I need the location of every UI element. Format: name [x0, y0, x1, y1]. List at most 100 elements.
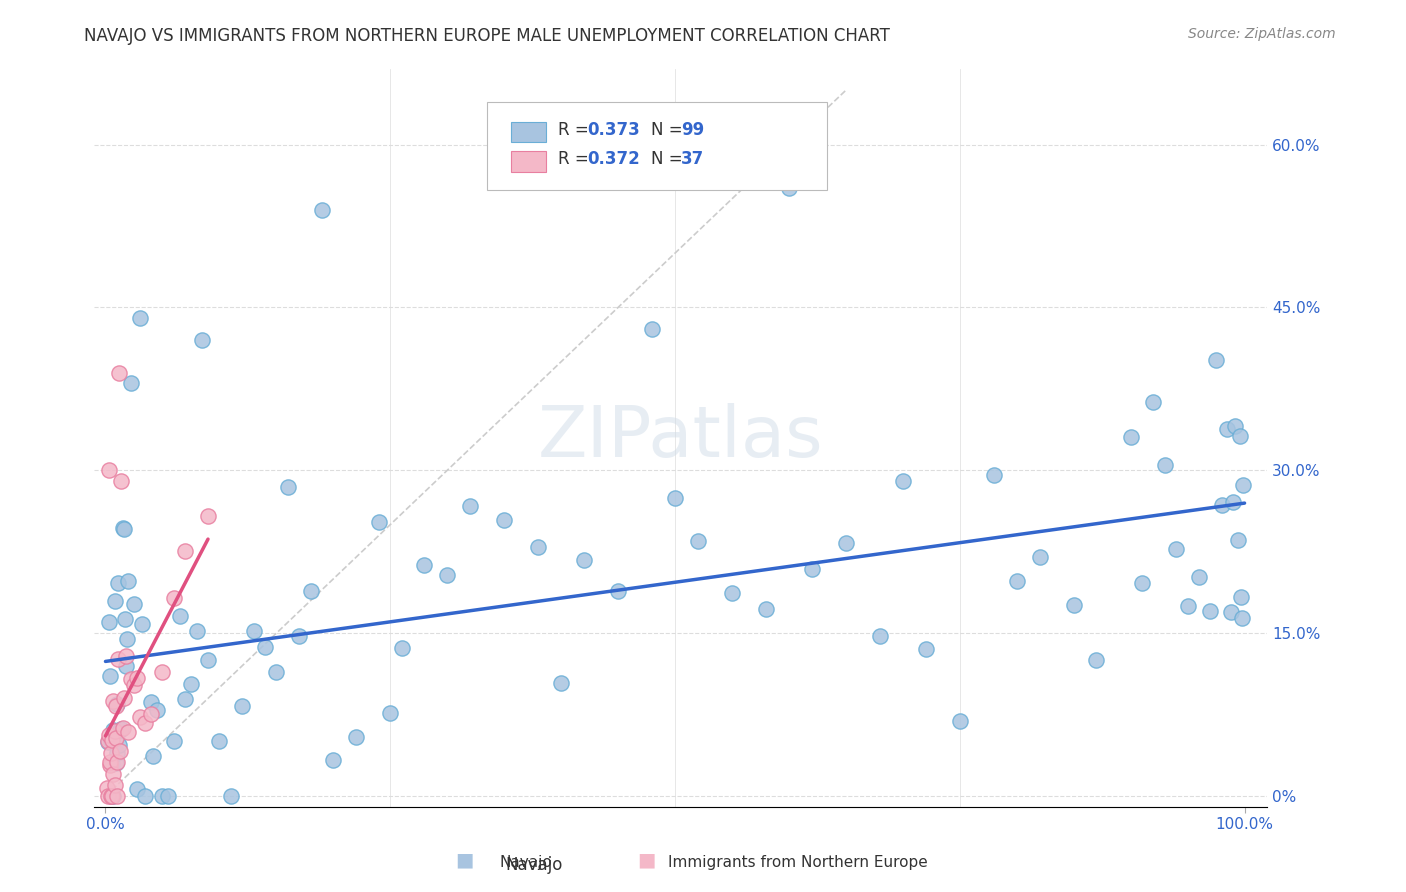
Point	[641, 322, 664, 336]
Point	[1222, 495, 1244, 509]
Point	[1166, 541, 1188, 556]
Point	[112, 691, 135, 706]
Point	[197, 653, 219, 667]
Point	[527, 540, 550, 554]
Point	[110, 723, 132, 737]
Point	[191, 333, 214, 347]
Point	[98, 669, 121, 683]
Point	[110, 722, 132, 736]
Point	[1216, 422, 1239, 436]
Point	[97, 735, 120, 749]
Point	[186, 624, 208, 639]
Point	[322, 753, 344, 767]
Point	[97, 615, 120, 629]
Point	[115, 648, 138, 663]
Point	[1005, 574, 1028, 589]
Point	[231, 698, 253, 713]
Text: 99: 99	[681, 120, 704, 139]
Point	[458, 499, 481, 513]
Point	[1199, 605, 1222, 619]
FancyBboxPatch shape	[510, 152, 546, 172]
Point	[391, 641, 413, 656]
Point	[891, 474, 914, 488]
Point	[98, 755, 121, 769]
Point	[105, 697, 128, 711]
Point	[127, 671, 149, 685]
Point	[174, 544, 197, 558]
Point	[108, 738, 131, 752]
Text: Source: ZipAtlas.com: Source: ZipAtlas.com	[1188, 27, 1336, 41]
Point	[117, 724, 139, 739]
Point	[869, 629, 891, 643]
FancyBboxPatch shape	[486, 102, 827, 190]
Point	[1232, 478, 1254, 492]
Point	[1225, 418, 1247, 433]
Point	[344, 730, 367, 744]
Point	[104, 593, 127, 607]
Point	[105, 755, 128, 769]
Point	[1229, 429, 1251, 443]
Point	[1230, 590, 1253, 604]
Point	[163, 591, 186, 605]
Point	[98, 757, 121, 772]
Text: N =: N =	[651, 120, 689, 139]
Point	[413, 558, 436, 573]
Text: Navajo: Navajo	[499, 855, 553, 870]
Point	[1211, 498, 1233, 512]
Point	[104, 731, 127, 745]
Point	[311, 202, 333, 217]
Point	[914, 641, 936, 656]
Point	[111, 521, 134, 535]
Point	[100, 789, 122, 804]
Point	[1063, 598, 1085, 612]
Point	[110, 474, 132, 488]
Point	[139, 695, 162, 709]
Point	[949, 714, 972, 729]
Point	[115, 658, 138, 673]
Point	[134, 715, 156, 730]
Point	[110, 744, 132, 758]
Point	[139, 706, 162, 721]
Point	[380, 706, 402, 720]
Point	[128, 710, 150, 724]
Point	[145, 702, 167, 716]
Point	[253, 640, 276, 654]
Point	[835, 535, 858, 549]
Point	[131, 616, 153, 631]
Text: 37: 37	[681, 151, 704, 169]
Point	[101, 789, 124, 804]
Point	[97, 734, 120, 748]
Point	[127, 781, 149, 796]
Point	[1085, 653, 1108, 667]
Point	[97, 789, 120, 804]
Point	[105, 789, 128, 804]
Point	[120, 673, 142, 687]
Point	[169, 608, 191, 623]
Point	[104, 778, 127, 792]
Point	[664, 491, 686, 506]
Text: R =: R =	[558, 120, 593, 139]
Point	[100, 789, 122, 804]
Point	[1205, 352, 1227, 367]
Text: Navajo: Navajo	[506, 856, 562, 874]
Point	[134, 789, 156, 804]
Text: ■: ■	[454, 851, 474, 870]
Point	[367, 515, 389, 529]
Point	[1119, 430, 1142, 444]
Point	[115, 632, 138, 646]
Point	[1142, 395, 1164, 409]
Point	[778, 181, 800, 195]
Point	[242, 624, 264, 638]
Point	[111, 722, 134, 736]
Point	[288, 629, 311, 643]
Point	[96, 781, 118, 796]
Point	[1188, 570, 1211, 584]
Point	[128, 311, 150, 326]
Point	[277, 480, 299, 494]
Point	[208, 734, 231, 748]
Point	[122, 598, 145, 612]
Point	[174, 691, 197, 706]
Point	[97, 463, 120, 477]
Point	[1153, 458, 1175, 473]
FancyBboxPatch shape	[510, 121, 546, 143]
